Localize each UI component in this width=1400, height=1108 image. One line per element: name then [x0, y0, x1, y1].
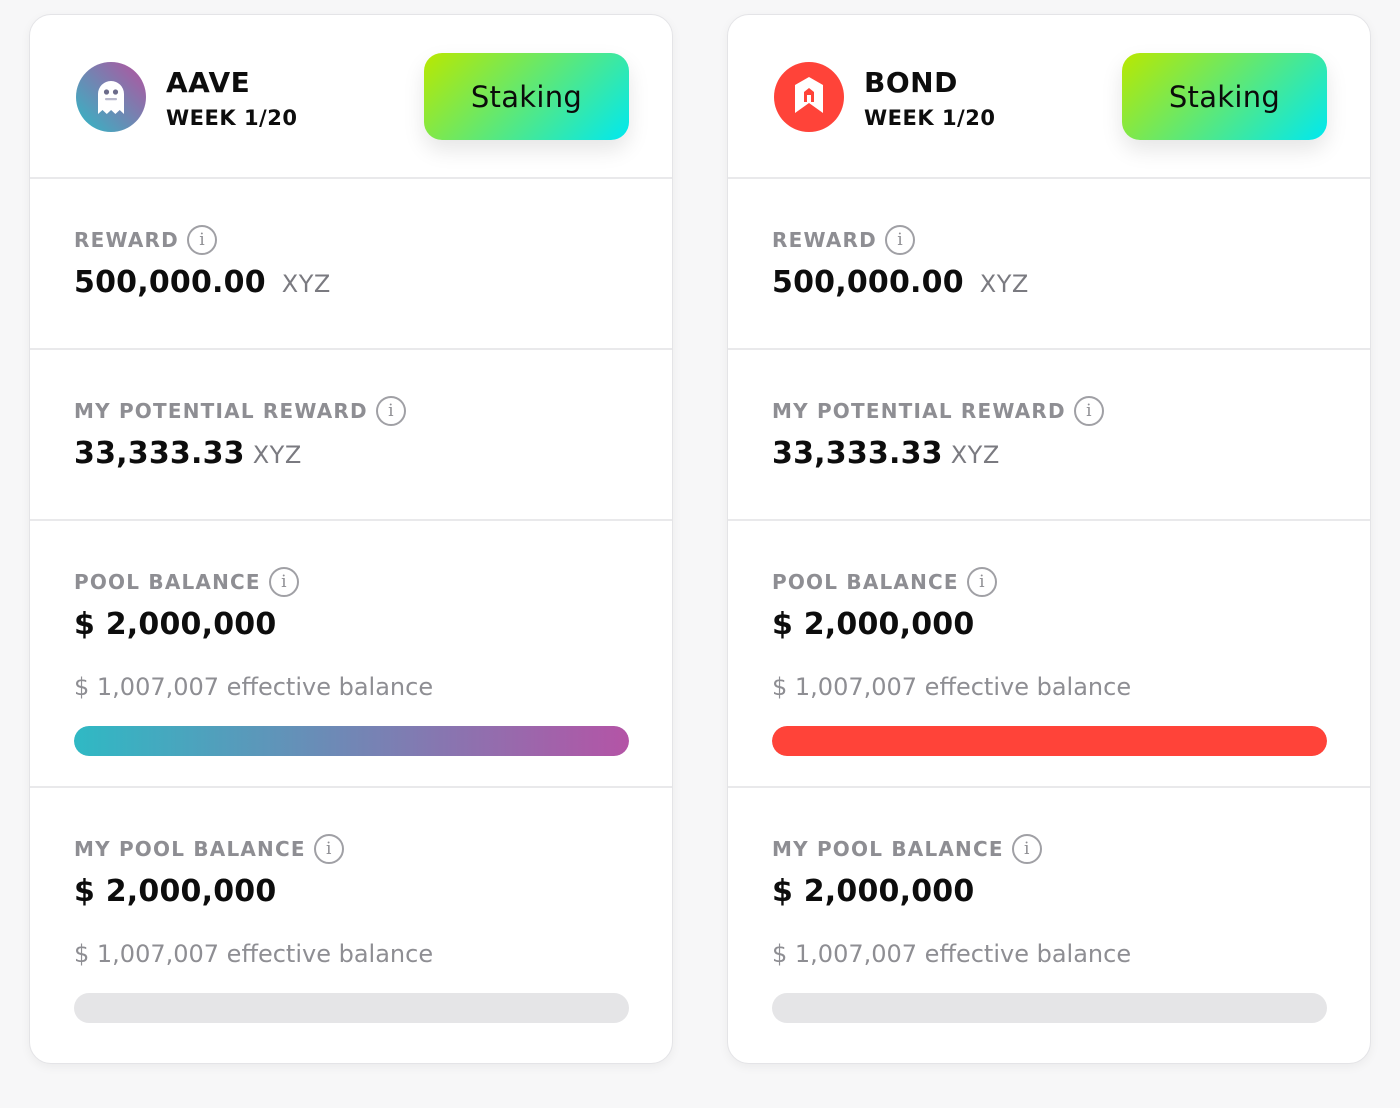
- pool-balance-label: POOL BALANCE: [772, 570, 959, 594]
- aave-ghost-icon: [76, 62, 146, 132]
- potential-reward-value: 33,333.33: [772, 436, 943, 471]
- pool-effective-balance: $ 1,007,007 effective balance: [772, 673, 1132, 701]
- pool-balance-label: POOL BALANCE: [74, 570, 261, 594]
- reward-label: REWARD: [74, 228, 179, 252]
- card-header: AAVE WEEK 1/20 Staking: [30, 15, 672, 179]
- pool-card-bond: BOND WEEK 1/20 Staking REWARD i 500,000.…: [727, 14, 1371, 1064]
- my-pool-balance-label: MY POOL BALANCE: [772, 837, 1004, 861]
- pool-effective-balance: $ 1,007,007 effective balance: [74, 673, 434, 701]
- potential-reward-label: MY POTENTIAL REWARD: [772, 399, 1066, 423]
- info-icon[interactable]: i: [268, 567, 299, 597]
- pool-card-aave: AAVE WEEK 1/20 Staking REWARD i 500,000.…: [29, 14, 673, 1064]
- pool-balance-bar-fill: [74, 726, 629, 756]
- my-pool-balance-section: MY POOL BALANCE i $ 2,000,000 $ 1,007,00…: [728, 788, 1370, 1063]
- reward-unit: XYZ: [281, 270, 331, 298]
- info-icon[interactable]: i: [313, 834, 344, 864]
- card-header: BOND WEEK 1/20 Staking: [728, 15, 1370, 179]
- token-week: WEEK 1/20: [864, 106, 996, 130]
- my-pool-balance-section: MY POOL BALANCE i $ 2,000,000 $ 1,007,00…: [30, 788, 672, 1063]
- reward-section: REWARD i 500,000.00 XYZ: [728, 179, 1370, 350]
- token-week: WEEK 1/20: [166, 106, 298, 130]
- potential-reward-unit: XYZ: [950, 441, 1000, 469]
- pool-balance-section: POOL BALANCE i $ 2,000,000 $ 1,007,007 e…: [728, 521, 1370, 788]
- my-pool-effective-balance: $ 1,007,007 effective balance: [772, 940, 1132, 968]
- pool-balance-bar-fill: [772, 726, 1327, 756]
- potential-reward-section: MY POTENTIAL REWARD i 33,333.33 XYZ: [728, 350, 1370, 521]
- pool-balance-value: $ 2,000,000: [74, 607, 277, 642]
- my-pool-balance-bar: [74, 993, 629, 1023]
- potential-reward-section: MY POTENTIAL REWARD i 33,333.33 XYZ: [30, 350, 672, 521]
- reward-section: REWARD i 500,000.00 XYZ: [30, 179, 672, 350]
- info-icon[interactable]: i: [1073, 396, 1104, 426]
- potential-reward-value: 33,333.33: [74, 436, 245, 471]
- staking-button[interactable]: Staking: [1122, 53, 1327, 140]
- pool-balance-value: $ 2,000,000: [772, 607, 975, 642]
- info-icon[interactable]: i: [375, 396, 406, 426]
- my-pool-balance-bar: [772, 993, 1327, 1023]
- info-icon[interactable]: i: [966, 567, 997, 597]
- info-icon[interactable]: i: [1011, 834, 1042, 864]
- token-name: BOND: [864, 66, 958, 99]
- info-icon[interactable]: i: [884, 225, 915, 255]
- info-icon[interactable]: i: [186, 225, 217, 255]
- my-pool-balance-label: MY POOL BALANCE: [74, 837, 306, 861]
- reward-value: 500,000.00: [772, 265, 964, 300]
- reward-label: REWARD: [772, 228, 877, 252]
- pool-balance-bar: [74, 726, 629, 756]
- my-pool-effective-balance: $ 1,007,007 effective balance: [74, 940, 434, 968]
- barnbridge-house-icon: [774, 62, 844, 132]
- potential-reward-unit: XYZ: [252, 441, 302, 469]
- my-pool-balance-value: $ 2,000,000: [74, 874, 277, 909]
- token-name: AAVE: [166, 66, 251, 99]
- my-pool-balance-value: $ 2,000,000: [772, 874, 975, 909]
- pool-balance-bar: [772, 726, 1327, 756]
- reward-value: 500,000.00: [74, 265, 266, 300]
- reward-unit: XYZ: [979, 270, 1029, 298]
- potential-reward-label: MY POTENTIAL REWARD: [74, 399, 368, 423]
- pool-balance-section: POOL BALANCE i $ 2,000,000 $ 1,007,007 e…: [30, 521, 672, 788]
- staking-button[interactable]: Staking: [424, 53, 629, 140]
